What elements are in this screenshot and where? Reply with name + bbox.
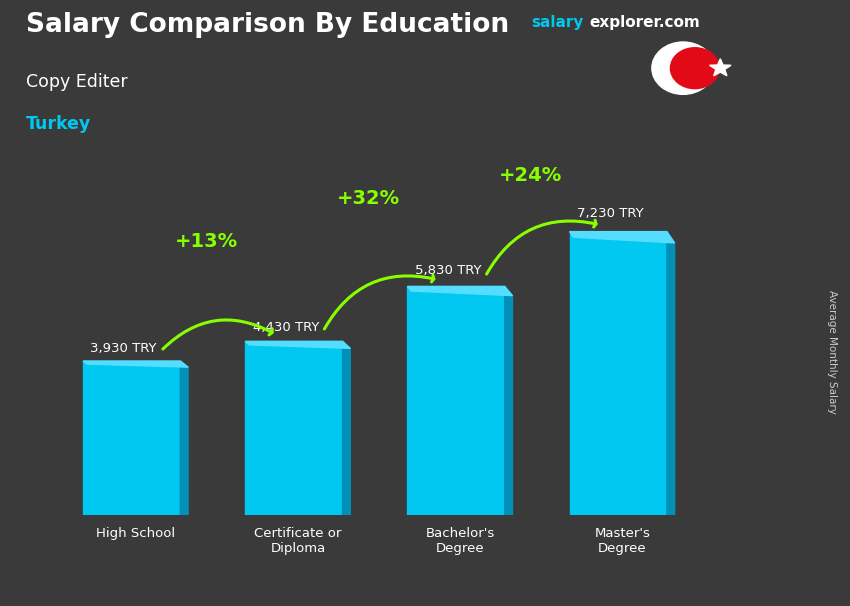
Text: explorer.com: explorer.com bbox=[589, 15, 700, 30]
Polygon shape bbox=[505, 287, 513, 515]
Text: 4,430 TRY: 4,430 TRY bbox=[252, 321, 319, 335]
Text: 3,930 TRY: 3,930 TRY bbox=[90, 342, 157, 355]
Polygon shape bbox=[343, 341, 350, 515]
Polygon shape bbox=[570, 231, 675, 243]
Polygon shape bbox=[83, 361, 180, 515]
Text: 7,230 TRY: 7,230 TRY bbox=[577, 207, 643, 220]
Text: Bachelor's
Degree: Bachelor's Degree bbox=[426, 527, 495, 555]
Polygon shape bbox=[245, 341, 350, 348]
Polygon shape bbox=[710, 59, 731, 76]
Text: +24%: +24% bbox=[499, 165, 562, 185]
Circle shape bbox=[652, 42, 714, 95]
Text: Certificate or
Diploma: Certificate or Diploma bbox=[254, 527, 342, 555]
Text: Salary Comparison By Education: Salary Comparison By Education bbox=[26, 12, 508, 38]
Text: Turkey: Turkey bbox=[26, 115, 91, 133]
Polygon shape bbox=[667, 231, 675, 515]
Polygon shape bbox=[180, 361, 188, 515]
Text: Average Monthly Salary: Average Monthly Salary bbox=[827, 290, 837, 413]
Text: +32%: +32% bbox=[337, 189, 400, 208]
Polygon shape bbox=[570, 231, 667, 515]
Text: Copy Editer: Copy Editer bbox=[26, 73, 128, 91]
Circle shape bbox=[671, 48, 719, 88]
Text: 5,830 TRY: 5,830 TRY bbox=[415, 264, 481, 278]
Polygon shape bbox=[407, 287, 513, 296]
Text: High School: High School bbox=[96, 527, 175, 540]
Polygon shape bbox=[83, 361, 188, 367]
Polygon shape bbox=[245, 341, 343, 515]
Text: Master's
Degree: Master's Degree bbox=[594, 527, 650, 555]
Text: +13%: +13% bbox=[175, 232, 238, 251]
Polygon shape bbox=[407, 287, 505, 515]
Text: salary: salary bbox=[531, 15, 584, 30]
